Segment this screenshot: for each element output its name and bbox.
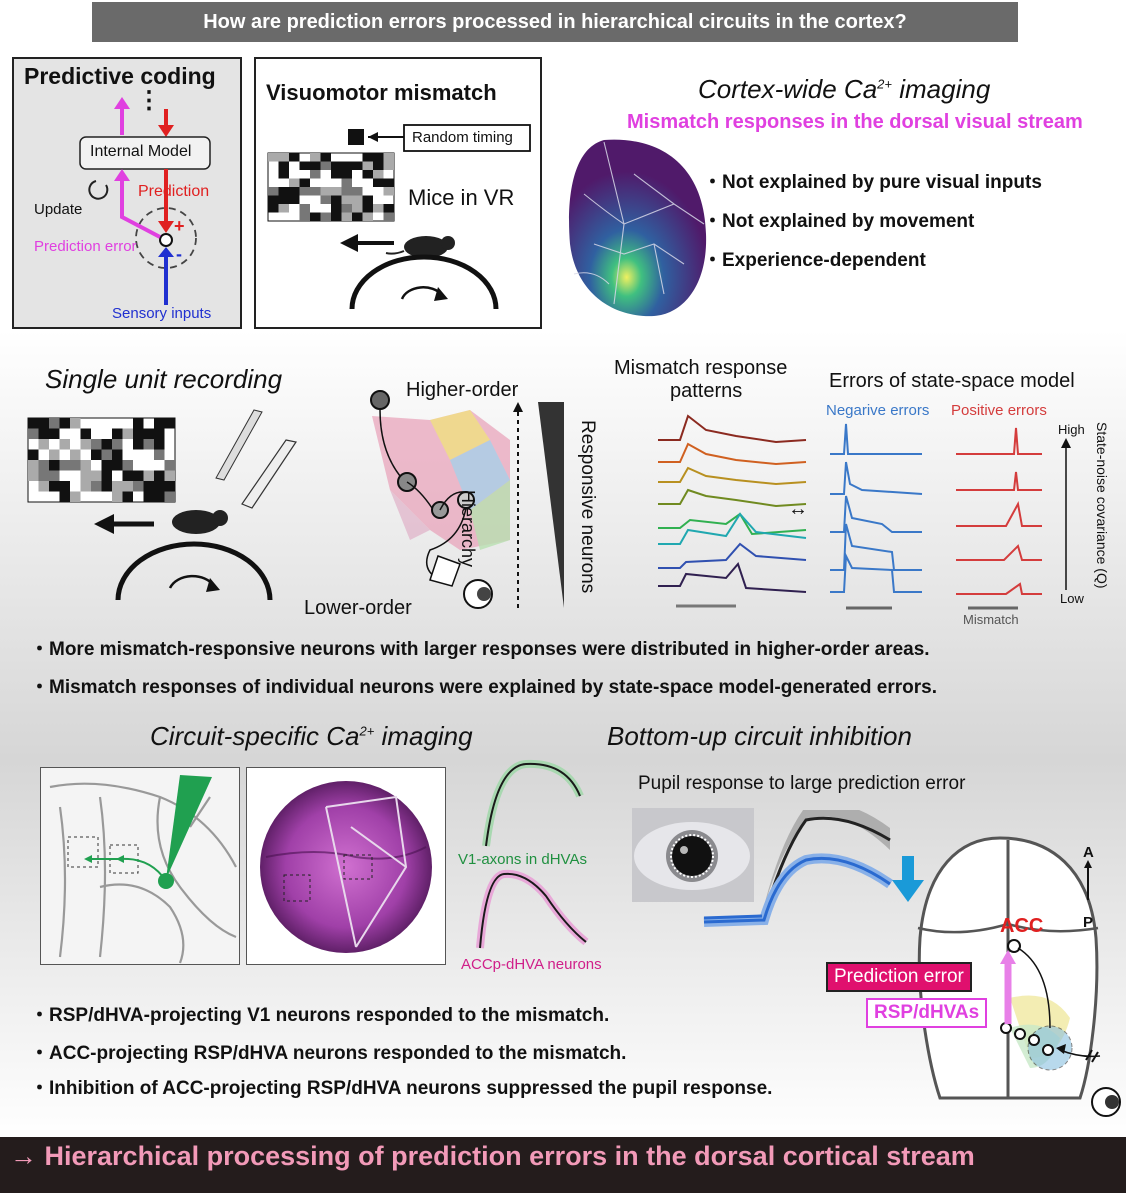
high-label: High: [1058, 422, 1085, 437]
circuit-traces: [476, 759, 589, 949]
cortex-bullet-2: ・Not explained by movement: [703, 211, 975, 232]
single-unit-checker-pattern: [27, 417, 176, 503]
pupil-eye-photo: [632, 808, 754, 902]
update-label: Update: [34, 201, 83, 218]
bottom-up-heading: Bottom-up circuit inhibition: [607, 721, 912, 751]
circuit-heading: Circuit-specific Ca2+ imaging: [150, 721, 473, 751]
lower-bullet-2: ・ACC-projecting RSP/dHVA neurons respond…: [30, 1043, 627, 1064]
circuit-map: [49, 775, 237, 964]
pupil-label: Pupil response to large prediction error: [638, 773, 966, 794]
accp-label: ACCp-dHVA neurons: [461, 956, 602, 973]
predictive-coding-diagram: [79, 97, 211, 305]
state-space-traces: [830, 423, 1071, 610]
low-label: Low: [1060, 591, 1084, 606]
positive-errors-label: Positive errors: [951, 402, 1047, 419]
negative-errors-label: Negarive errors: [826, 402, 930, 419]
internal-model-label: Internal Model: [90, 143, 192, 160]
state-space-heading: Errors of state-space model: [829, 370, 1075, 392]
lower-order-label: Lower-order: [304, 597, 412, 619]
higher-order-label: Higher-order: [406, 379, 519, 401]
circuit-photo: [260, 781, 432, 953]
cortex-bullet-1: ・Not explained by pure visual inputs: [703, 172, 1042, 193]
conclusion-text: → Hierarchical processing of prediction …: [10, 1141, 975, 1171]
state-noise-axis-label: State-noise covariance (Q): [1094, 422, 1110, 589]
prediction-error-badge: Prediction error: [826, 962, 972, 992]
a-label: A: [1083, 844, 1094, 861]
visuomotor-heading: Visuomotor mismatch: [266, 80, 497, 105]
mice-in-vr-label: Mice in VR: [408, 185, 515, 210]
random-timing-label: Random timing: [412, 129, 513, 146]
lower-bullet-1: ・RSP/dHVA-projecting V1 neurons responde…: [30, 1005, 610, 1026]
prediction-label: Prediction: [138, 183, 210, 200]
mismatch-patterns-heading-2: patterns: [670, 380, 743, 402]
minus-sign: -: [176, 244, 182, 264]
middle-bullet-2: ・Mismatch responses of individual neuron…: [30, 677, 937, 698]
brain-diagram: [917, 836, 1121, 1117]
lower-bullet-3: ・Inhibition of ACC-projecting RSP/dHVA n…: [30, 1078, 773, 1099]
plus-sign: +: [174, 216, 185, 236]
sensory-inputs-label: Sensory inputs: [112, 305, 212, 322]
pc-dots: ⋮: [137, 87, 161, 114]
predictive-coding-panel: [12, 57, 242, 329]
conclusion-bar: [0, 1137, 1126, 1193]
cortex-heatmap: [569, 139, 707, 317]
pupil-traces: [703, 810, 924, 927]
hierarchy-map: [370, 390, 564, 609]
vr-checker-pattern: [267, 152, 395, 222]
mismatch-traces: [658, 414, 807, 608]
p-label: P: [1083, 914, 1094, 931]
v1-axons-label: V1-axons in dHVAs: [458, 851, 587, 868]
single-unit-heading: Single unit recording: [45, 364, 283, 394]
circuit-map-box: [40, 767, 240, 965]
rsp-dhvas-badge: RSP/dHVAs: [866, 998, 988, 1028]
cortex-wide-heading: Cortex-wide Ca2+ imaging: [698, 74, 991, 104]
cortex-wide-subtitle: Mismatch responses in the dorsal visual …: [627, 111, 1083, 133]
hierarchy-label: Hierarchy: [458, 490, 478, 568]
single-unit-diagram: [27, 409, 297, 601]
acc-label: ACC: [1000, 915, 1044, 937]
double-arrow: ↔: [788, 498, 808, 520]
responsive-neurons-label: Responsive neurons: [577, 420, 598, 594]
prediction-error-label: Prediction error: [34, 238, 137, 255]
middle-bullet-1: ・More mismatch-responsive neurons with l…: [30, 639, 930, 660]
visuomotor-diagram: [267, 124, 531, 310]
predictive-coding-heading: Predictive coding: [24, 63, 216, 89]
mismatch-patterns-heading-1: Mismatch response: [614, 357, 788, 379]
cortex-bullet-3: ・Experience-dependent: [703, 250, 926, 271]
mismatch-label: Mismatch: [963, 612, 1019, 627]
page-title: How are prediction errors processed in h…: [92, 2, 1018, 42]
